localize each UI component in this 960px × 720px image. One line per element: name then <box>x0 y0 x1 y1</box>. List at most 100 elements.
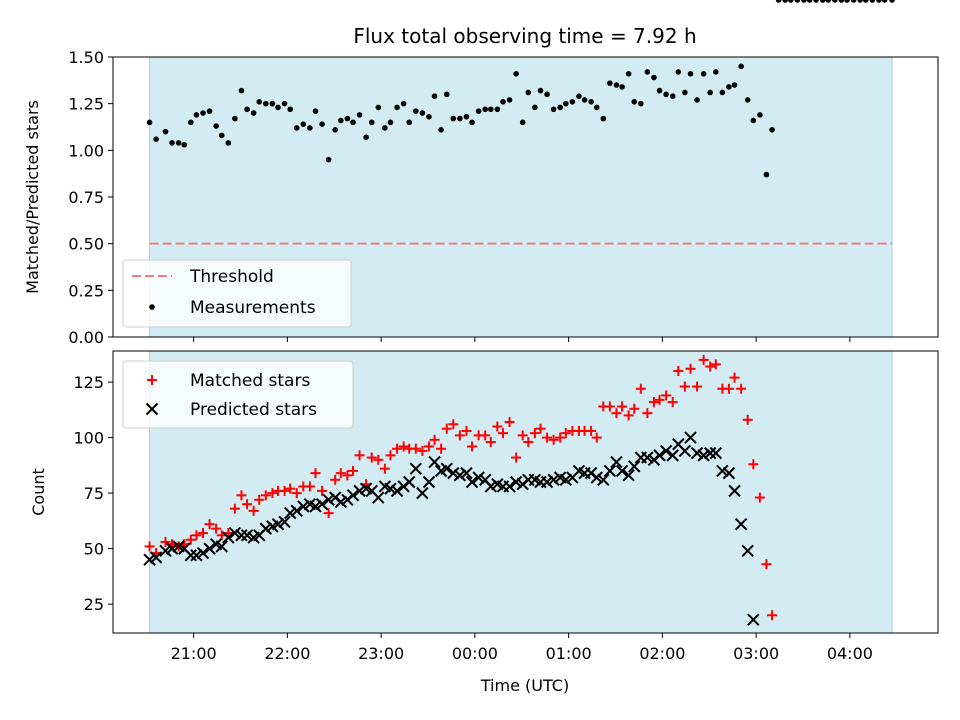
measurement-point <box>825 0 832 3</box>
measurement-point <box>482 106 488 113</box>
predicted-star-point <box>309 500 322 513</box>
matched-star-point <box>379 463 390 474</box>
matched-star-point <box>254 494 265 505</box>
predicted-star-point <box>196 546 210 560</box>
measurement-point <box>881 0 888 3</box>
measurement-point <box>338 117 344 124</box>
predicted-star-point <box>472 471 485 484</box>
measurement-point <box>738 63 744 70</box>
measurement-point <box>694 97 700 103</box>
matched-star-point <box>317 485 328 496</box>
predicted-star-point <box>540 475 554 489</box>
matched-star-point <box>611 408 622 419</box>
measurement-point <box>206 108 213 114</box>
matched-star-point <box>211 523 222 534</box>
measurement-point <box>506 97 513 103</box>
predicted-star-point <box>165 542 179 555</box>
predicted-star-point <box>610 455 623 469</box>
measurement-point <box>769 127 775 133</box>
predicted-star-point <box>403 475 416 489</box>
predicted-star-point <box>697 449 710 462</box>
predicted-star-point <box>741 544 754 558</box>
matched-star-point <box>423 441 434 452</box>
measurement-point <box>426 113 432 120</box>
predicted-star-point <box>622 469 635 482</box>
predicted-star-point <box>149 551 163 564</box>
predicted-star-point <box>384 482 397 495</box>
matched-star-point <box>604 401 615 412</box>
predicted-star-point <box>283 506 297 520</box>
measurement-point <box>813 0 819 3</box>
predicted-star-point <box>722 466 736 480</box>
measurement-point <box>806 0 813 3</box>
predicted-star-point <box>615 464 629 478</box>
measurement-point <box>675 69 682 75</box>
predicted-star-point <box>409 462 423 475</box>
matched-star-point <box>692 381 703 392</box>
legend-matched-label: Matched stars <box>190 371 310 391</box>
matched-star-point <box>535 423 546 434</box>
predicted-star-point <box>215 540 228 553</box>
measurement-point <box>519 119 526 126</box>
matched-star-point <box>485 437 496 448</box>
matched-star-point <box>542 432 553 443</box>
measurement-point <box>256 99 263 105</box>
measurement-point <box>200 110 206 116</box>
matched-star-point <box>304 481 315 492</box>
matched-star-point <box>754 492 765 503</box>
y-tick-label: 1.25 <box>68 95 104 114</box>
y-tick-label: 0.25 <box>68 281 104 300</box>
predicted-star-point <box>322 493 335 506</box>
measurement-point <box>663 91 669 98</box>
bottom-y-axis-label: Count <box>29 468 48 516</box>
predicted-star-point <box>353 484 366 498</box>
predicted-star-point <box>334 495 348 509</box>
measurement-point <box>794 0 801 3</box>
measurement-point <box>889 0 895 3</box>
measurement-point <box>218 132 225 139</box>
measurement-point <box>876 0 882 3</box>
matched-star-point <box>591 432 602 443</box>
measurement-point <box>819 0 826 3</box>
measurement-point <box>169 140 175 146</box>
matched-star-point <box>517 430 528 441</box>
legend-measurement-swatch <box>149 304 155 310</box>
measurement-point <box>557 104 563 111</box>
predicted-star-point <box>597 473 610 486</box>
measurement-point <box>232 115 238 122</box>
matched-star-point <box>586 425 597 436</box>
matched-star-point <box>285 483 296 494</box>
matched-star-point <box>410 443 421 454</box>
measurement-point <box>775 0 782 3</box>
matched-star-point <box>291 488 302 499</box>
measurement-point <box>588 99 594 105</box>
matched-star-point <box>635 383 646 394</box>
measurement-point <box>638 100 644 107</box>
measurement-point <box>153 136 159 142</box>
measurement-point <box>269 100 276 107</box>
matched-star-point <box>736 383 747 394</box>
predicted-star-point <box>716 464 729 478</box>
predicted-star-point <box>228 526 242 540</box>
matched-star-point <box>354 450 365 461</box>
predicted-star-point <box>690 446 704 460</box>
predicted-star-point <box>203 542 216 555</box>
measurement-point <box>532 104 538 111</box>
y-tick-label: 1.50 <box>68 48 104 67</box>
matched-star-point <box>392 443 403 454</box>
matched-star-point <box>617 401 628 412</box>
predicted-star-point <box>428 455 441 469</box>
matched-star-point <box>160 536 171 547</box>
matched-star-point <box>698 354 709 365</box>
matched-star-point <box>480 430 491 441</box>
measurement-point <box>375 104 382 111</box>
matched-star-point <box>248 505 259 516</box>
predicted-star-point <box>653 449 666 462</box>
measurement-point <box>312 108 319 114</box>
predicted-star-point <box>678 444 692 458</box>
count-panel: 25 50 75 100 125 21:00 22:00 23:00 00:00 01:00 02:… <box>73 350 939 663</box>
measurement-point <box>181 141 188 148</box>
measurement-point <box>687 71 694 77</box>
measurement-point <box>563 100 569 107</box>
matched-star-point <box>229 503 240 514</box>
